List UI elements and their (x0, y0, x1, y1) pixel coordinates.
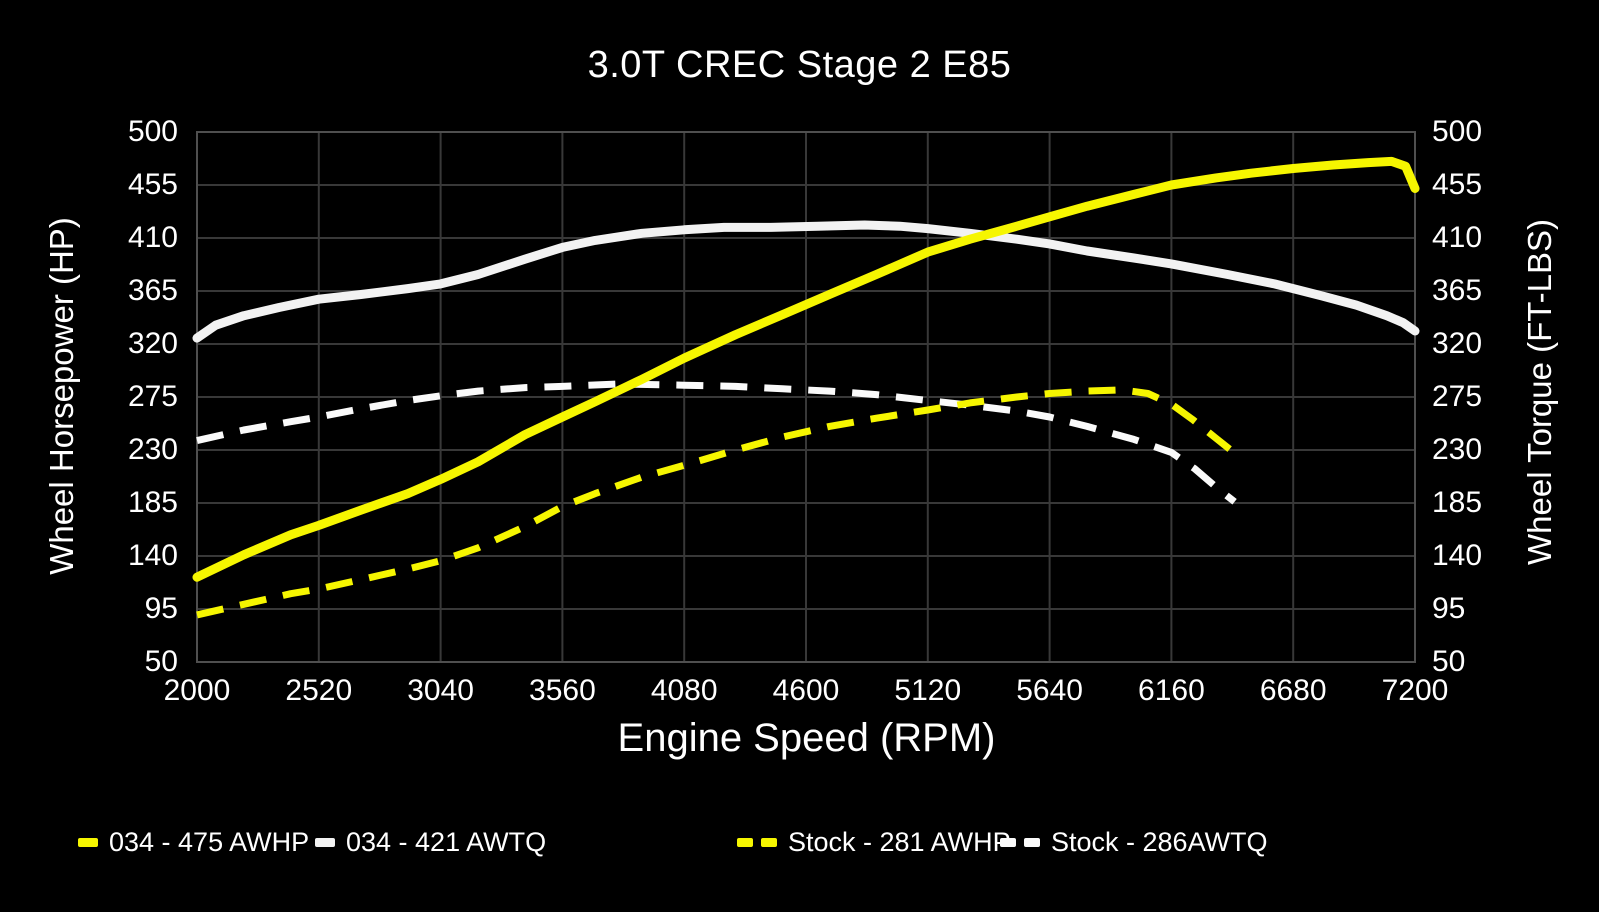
y-tick-right-365: 365 (1432, 274, 1483, 307)
chart-title: 3.0T CREC Stage 2 E85 (587, 44, 1012, 86)
legend-dash-segment (761, 837, 777, 847)
y-tick-right-140: 140 (1432, 539, 1483, 572)
y-tick-right-95: 95 (1432, 592, 1466, 625)
curve-034-475-awhp (192, 156, 1420, 582)
x-tick-3560: 3560 (529, 674, 596, 707)
legend-item-034-475-awhp: 034 - 475 AWHP (78, 824, 309, 860)
x-tick-2000: 2000 (163, 674, 231, 707)
y-tick-left-500: 500 (127, 115, 178, 148)
legend-label: 034 - 475 AWHP (109, 826, 310, 857)
x-tick-5120: 5120 (894, 674, 962, 707)
y-tick-left-95: 95 (144, 592, 178, 625)
legend-item-034-421-awtq: 034 - 421 AWTQ (315, 824, 546, 860)
x-axis-title: Engine Speed (RPM) (617, 716, 996, 760)
legend-label: Stock - 286AWTQ (1051, 826, 1268, 857)
y-tick-right-500: 500 (1432, 115, 1483, 148)
legend-item-stock-286awtq: Stock - 286AWTQ (1000, 824, 1268, 860)
legend-marker-solid-line-icon (78, 837, 98, 847)
y-tick-right-185: 185 (1432, 486, 1483, 519)
legend-marker-solid-line-icon (315, 837, 335, 847)
x-tick-4600: 4600 (772, 674, 840, 707)
y-tick-right-320: 320 (1432, 327, 1483, 360)
y-tick-left-275: 275 (127, 380, 178, 413)
legend-dash-segment (1024, 837, 1040, 847)
y-tick-right-50: 50 (1432, 645, 1466, 678)
legend-item-stock-281-awhp: Stock - 281 AWHP (737, 824, 1011, 860)
y-tick-left-230: 230 (127, 433, 178, 466)
y-tick-left-320: 320 (127, 327, 178, 360)
y-tick-right-230: 230 (1432, 433, 1483, 466)
y-tick-left-140: 140 (127, 539, 178, 572)
y-tick-right-410: 410 (1432, 221, 1483, 254)
y-tick-left-185: 185 (127, 486, 178, 519)
legend-label: Stock - 281 AWHP (788, 826, 1011, 857)
legend-dash-segment (78, 837, 98, 847)
curve-034-421-awtq (192, 220, 1420, 343)
x-tick-6160: 6160 (1138, 674, 1205, 707)
x-tick-3040: 3040 (407, 674, 474, 707)
y-tick-left-50: 50 (144, 645, 178, 678)
curve-stock-281-awhp (196, 386, 1235, 619)
legend-marker-dashed-line-icon (1000, 837, 1040, 847)
legend-label: 034 - 421 AWTQ (346, 826, 547, 857)
x-tick-6680: 6680 (1259, 674, 1327, 707)
legend-marker-dashed-line-icon (737, 837, 777, 847)
legend-dash-segment (737, 837, 753, 847)
x-tick-7200: 7200 (1381, 674, 1449, 707)
x-tick-4080: 4080 (650, 674, 718, 707)
y-tick-left-410: 410 (127, 221, 178, 254)
legend-dash-segment (315, 837, 335, 847)
y-tick-left-365: 365 (127, 274, 178, 307)
legend-dash-segment (1000, 837, 1016, 847)
y-tick-right-455: 455 (1432, 168, 1483, 201)
curve-stock-286awtq (196, 380, 1237, 505)
x-tick-2520: 2520 (285, 674, 353, 707)
y-tick-right-275: 275 (1432, 380, 1483, 413)
y-tick-left-455: 455 (127, 168, 178, 201)
plot-border (196, 131, 1416, 663)
x-tick-5640: 5640 (1016, 674, 1083, 707)
